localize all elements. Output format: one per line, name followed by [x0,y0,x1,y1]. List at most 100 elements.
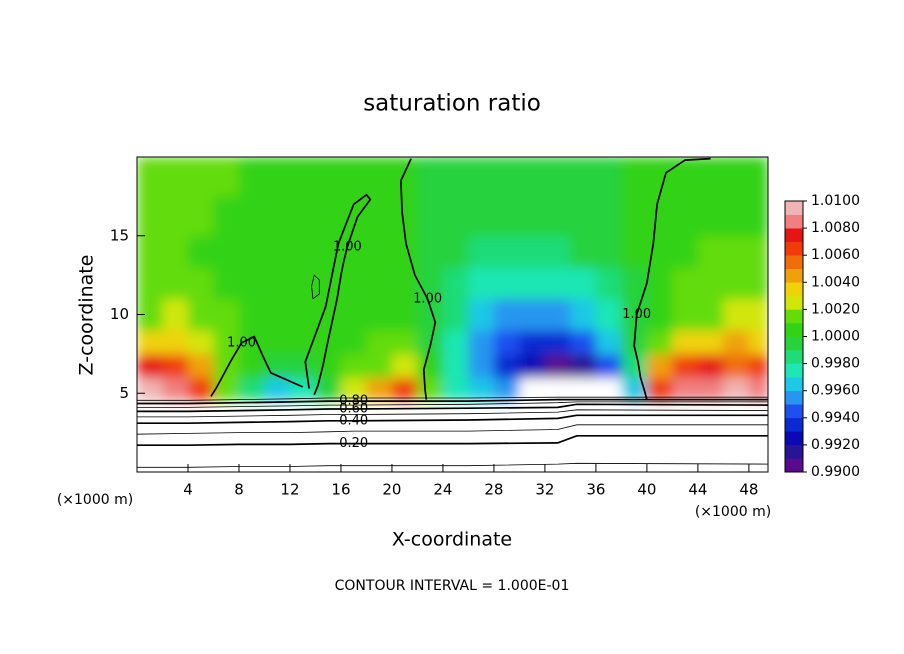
field-cell [570,330,597,355]
x-tick-label: 48 [739,481,758,499]
field-cell [417,157,444,197]
field-cell [238,157,265,197]
field-cell [289,298,316,331]
x-axis-label: X-coordinate [392,529,512,551]
field-cell [646,353,673,378]
field-cell [595,267,622,300]
y-tick-label: 15 [110,226,129,244]
field-cell [697,196,724,237]
field-cell [697,377,724,401]
field-cell [697,235,724,268]
field-cell [137,157,163,197]
field-cell [417,353,444,378]
colorbar-swatch [785,336,803,351]
field-cell [315,157,342,197]
field-cell [544,267,571,300]
field-cell [621,235,648,268]
field-cell [187,377,214,401]
field-cell [162,330,189,355]
field-cell [570,353,597,378]
chart-title: saturation ratio [363,91,541,117]
colorbar-swatch [785,458,803,473]
field-cell [162,298,189,331]
field-cell [162,235,189,268]
field-cell [137,377,163,401]
field-cell [468,377,495,401]
field-cell [213,353,240,378]
colorbar-swatch [785,268,803,283]
field-cell [646,196,673,237]
x-tick-label: 20 [382,481,401,499]
x-tick-label: 24 [433,481,452,499]
field-cell [723,298,750,331]
field-cell [595,157,622,197]
field-cell [137,196,163,237]
field-cell [315,298,342,331]
field-cell [748,267,768,300]
contour-line [137,409,768,418]
contours: 1.001.001.001.000.200.400.600.80 [137,157,768,468]
field-cell [442,330,469,355]
axes: 4 8 12 16 20 24 28 32 36 40 44 48510151.01001.00801… [110,156,860,499]
field-cell [646,267,673,300]
field-cell [340,196,367,237]
colorbar-swatch [785,309,803,324]
colorbar-tick-label: 0.9940 [811,410,860,426]
contour-label: 1.00 [622,307,651,322]
contour-line [137,398,768,405]
field-cell [366,235,393,268]
field-cell [748,235,768,268]
colorbar-tick-label: 1.0040 [811,274,860,290]
field-cell [646,157,673,197]
field-cell [213,298,240,331]
field-cell [493,353,520,378]
field-cell [468,330,495,355]
contour-label: 0.20 [339,436,368,451]
x-tick-label: 16 [331,481,350,499]
field-cell [137,235,163,268]
field-cell [340,267,367,300]
field-cell [544,353,571,378]
colorbar-tick-label: 0.9920 [811,437,860,453]
y-tick-label: 10 [110,305,129,323]
field-cell [748,353,768,378]
field-cell [748,377,768,401]
field-cell [137,330,163,355]
colorbar-swatch [785,390,803,405]
field-cell [340,377,367,401]
colorbar-swatch [785,295,803,310]
field-cell [264,353,291,378]
field-cell [468,298,495,331]
field-cell [213,157,240,197]
field-cell [595,196,622,237]
colorbar-swatch [785,201,803,215]
field-cell [697,157,724,197]
field-cell [748,298,768,331]
field-cell [213,196,240,237]
contour-line [137,414,768,425]
field-cell [595,298,622,331]
colorbar-tick-label: 1.0100 [811,193,860,209]
field-cell [570,157,597,197]
field-cell [187,235,214,268]
field-cell [621,377,648,401]
field-cell [672,330,699,355]
field-cell [493,267,520,300]
field-cell [493,235,520,268]
field-cell [442,353,469,378]
field-cell [748,157,768,197]
x-tick-label: 40 [637,481,656,499]
field-cell [162,353,189,378]
field-cell [264,298,291,331]
colorbar-tick-label: 1.0060 [811,247,860,263]
field-cell [264,377,291,401]
colorbar-swatch [785,322,803,337]
field-cell [723,377,750,401]
colorbar-tick-label: 1.0020 [811,301,860,317]
field-cell [366,377,393,401]
field-cell [442,267,469,300]
field-cell [672,157,699,197]
contour-line [400,158,437,400]
colorbar-swatch [785,417,803,432]
field-cell [621,298,648,331]
